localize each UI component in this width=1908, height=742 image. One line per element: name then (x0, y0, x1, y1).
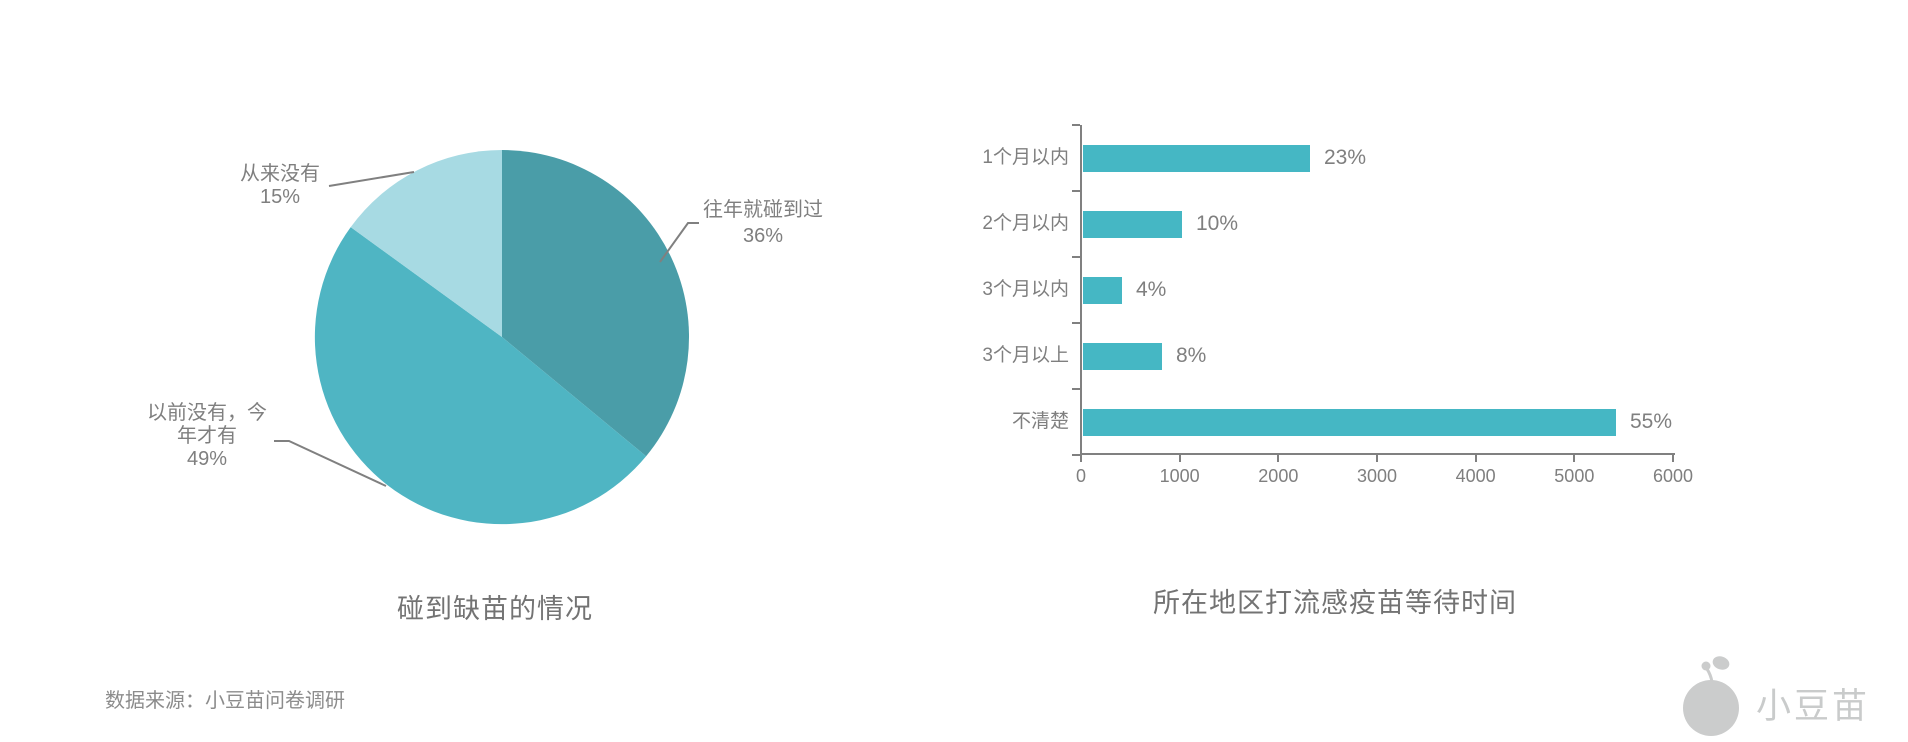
bar (1083, 210, 1182, 238)
bar-value-label: 23% (1324, 146, 1367, 169)
pie-label-never: 从来没有 15% (215, 163, 345, 209)
pie-label-text: 往年就碰到过 (703, 199, 823, 221)
x-axis-tick-label: 1000 (1159, 466, 1200, 486)
y-axis-line (1080, 125, 1082, 457)
x-axis-tick-label: 5000 (1554, 466, 1595, 486)
x-axis-tick-label: 2000 (1258, 466, 1299, 486)
pie-label-text: 从来没有 (240, 163, 320, 185)
x-axis-tick (1080, 455, 1082, 462)
y-axis-tick (1072, 454, 1080, 456)
pie-label-pct: 49% (186, 448, 228, 470)
bar (1083, 276, 1122, 304)
pie-label-only-this-year: 以前没有，今年才有 49% (142, 402, 272, 471)
x-axis-tick (1178, 455, 1181, 462)
x-axis-tick (1672, 455, 1674, 462)
x-axis-tick (1474, 455, 1477, 462)
x-axis-line (1080, 453, 1675, 455)
x-axis-tick-label: 6000 (1652, 466, 1694, 486)
data-source-note: 数据来源：小豆苗问卷调研 (105, 690, 345, 712)
y-axis-tick (1072, 190, 1080, 192)
bar-value-label: 4% (1136, 278, 1167, 301)
x-axis-tick (1376, 455, 1378, 462)
x-axis-tick (1277, 455, 1280, 462)
bar-category-label: 2个月以内 (982, 213, 1069, 234)
sprout-bean-icon (1683, 656, 1739, 736)
x-axis-tick-label: 3000 (1356, 466, 1398, 486)
pie-label-pct: 36% (742, 225, 784, 247)
x-axis-tick-label: 0 (1075, 466, 1086, 486)
pie-label-previous-years: 往年就碰到过 36% (663, 197, 863, 249)
x-axis-tick (1573, 455, 1576, 462)
y-axis-tick (1072, 124, 1080, 126)
y-axis-tick (1072, 388, 1080, 390)
bar-category-label: 1个月以内 (982, 147, 1069, 168)
bar-value-label: 10% (1196, 212, 1239, 235)
bar-category-label: 3个月以内 (982, 279, 1069, 300)
bar (1083, 144, 1310, 172)
bar (1083, 342, 1162, 370)
bar-value-label: 55% (1630, 410, 1673, 433)
pie-label-pct: 15% (259, 186, 301, 208)
pie-chart-title: 碰到缺苗的情况 (397, 594, 593, 624)
y-axis-tick (1072, 322, 1080, 324)
brand-logo: 小豆苗 (1683, 652, 1908, 742)
bar-value-label: 8% (1176, 344, 1207, 367)
pie-label-text: 以前没有，今年才有 (147, 402, 267, 447)
bar (1083, 408, 1616, 436)
bar-category-label: 3个月以上 (982, 345, 1069, 366)
x-axis-tick-label: 4000 (1455, 466, 1496, 486)
bar-chart-title: 所在地区打流感疫苗等待时间 (1153, 588, 1517, 618)
y-axis-tick (1072, 256, 1080, 258)
bar-category-label: 不清楚 (1011, 411, 1069, 432)
brand-logo-text: 小豆苗 (1756, 687, 1871, 726)
